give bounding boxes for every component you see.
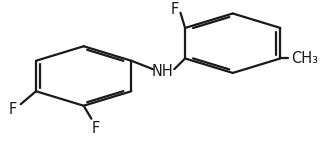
Text: F: F [92, 121, 100, 136]
Text: NH: NH [152, 64, 174, 79]
Text: CH₃: CH₃ [291, 51, 318, 66]
Text: F: F [171, 2, 179, 17]
Text: F: F [9, 102, 17, 117]
